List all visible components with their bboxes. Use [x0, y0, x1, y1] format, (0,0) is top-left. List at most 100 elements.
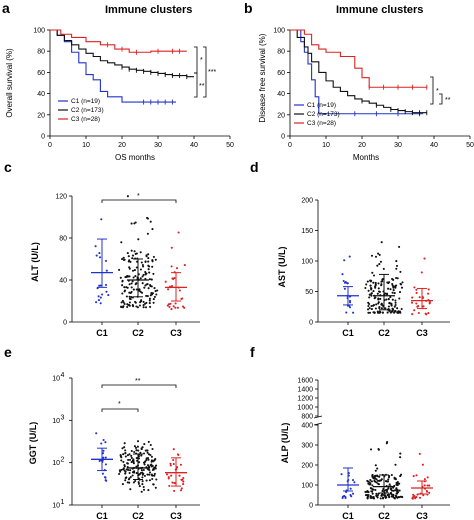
data-point-c2	[121, 483, 124, 486]
legend-b-c3: C3 (n=28)	[307, 120, 336, 127]
data-point-c2	[138, 473, 141, 476]
panel-e-sig-brackets	[101, 384, 177, 412]
data-point-c3	[422, 494, 425, 497]
data-point-c2	[147, 489, 150, 492]
data-point-c2	[381, 311, 384, 314]
group-label-c1: C1	[96, 511, 108, 520]
data-point-c2	[120, 459, 123, 462]
data-point-c2	[394, 299, 397, 302]
data-point-c2	[142, 300, 145, 303]
data-point-c2	[142, 304, 145, 307]
data-point-c2	[374, 255, 378, 258]
data-point-c2	[130, 454, 133, 457]
data-point-c1	[101, 293, 104, 296]
data-point-c2	[150, 278, 153, 281]
data-point-c2	[149, 443, 152, 447]
data-point-c2	[372, 311, 375, 314]
data-point-c3	[428, 491, 431, 494]
data-point-c2	[132, 458, 135, 461]
data-point-c2	[135, 472, 138, 475]
data-point-c2	[154, 258, 157, 261]
data-point-c3	[426, 490, 429, 493]
panel-letter-a: a	[2, 0, 10, 16]
group-label-c2: C2	[132, 328, 144, 338]
data-point-c2	[121, 447, 124, 450]
data-point-c2	[151, 265, 154, 268]
data-point-c3	[413, 286, 416, 289]
y-tick-label: 100	[301, 259, 313, 266]
data-point-c2	[376, 496, 379, 499]
panel-c-sig-bracket	[101, 199, 177, 203]
data-point-c1	[343, 281, 347, 284]
data-point-c2	[148, 271, 151, 274]
data-point-c3	[177, 231, 180, 234]
data-point-c3	[420, 271, 423, 274]
panel-d-points	[337, 241, 433, 316]
data-point-c2	[370, 480, 373, 483]
data-point-c2	[377, 447, 380, 451]
data-point-c2	[138, 461, 141, 464]
data-point-c1	[344, 496, 347, 500]
data-point-c2	[378, 290, 381, 293]
data-point-c1	[97, 295, 100, 298]
data-point-c3	[412, 475, 415, 478]
data-point-c2	[123, 469, 126, 472]
data-point-c2	[389, 296, 392, 299]
data-point-c2	[387, 287, 390, 290]
x-tick-label: 50	[466, 142, 474, 149]
data-point-c2	[391, 291, 394, 294]
data-point-c2	[381, 277, 384, 281]
data-point-c1	[343, 287, 346, 290]
data-point-c2	[389, 311, 392, 314]
data-point-c2	[140, 454, 143, 457]
legend-a-c1: C1 (n=19)	[71, 98, 100, 105]
data-point-c2	[149, 294, 152, 297]
data-point-c2	[124, 455, 127, 458]
data-point-c2	[137, 482, 140, 485]
data-point-c2	[395, 487, 398, 490]
data-point-c2	[374, 281, 377, 284]
data-point-c2	[132, 276, 135, 279]
data-point-c2	[401, 281, 404, 284]
data-point-c2	[369, 496, 372, 499]
data-point-c3	[174, 306, 177, 309]
y-tick-label: 0	[309, 320, 313, 327]
data-point-c2	[374, 307, 377, 310]
data-point-c2	[151, 464, 154, 468]
data-point-c2	[398, 297, 401, 300]
data-point-c2	[126, 454, 129, 457]
y-tick-exponent: 4	[61, 372, 65, 379]
data-point-c2	[133, 269, 136, 272]
x-tick-label: 40	[430, 142, 438, 149]
panel-d-axes: 0 50 100 150 200 C1 C2 C3	[301, 198, 450, 338]
data-point-c1	[348, 255, 351, 258]
group-label-c1: C1	[342, 511, 354, 520]
y-tick-label: 100	[301, 483, 313, 490]
data-point-c2	[141, 476, 144, 479]
data-point-c2	[130, 456, 133, 459]
data-point-c2	[128, 301, 131, 304]
data-point-c2	[152, 272, 155, 275]
panel-f-axes: 0 100 200 300 400 800 1000 1200 1400 1600 C1 C2 C3	[297, 378, 450, 520]
data-point-c2	[382, 267, 385, 270]
data-point-c2	[398, 245, 401, 248]
data-point-c2	[385, 292, 389, 295]
data-point-c2	[368, 311, 372, 314]
y-tick-exponent: 1	[61, 499, 65, 506]
data-point-c2	[124, 276, 127, 279]
data-point-c2	[128, 471, 131, 475]
data-point-c2	[391, 278, 394, 281]
data-point-c3	[167, 303, 171, 306]
data-point-c3	[181, 478, 184, 481]
data-point-c2	[155, 293, 158, 296]
data-point-c2	[153, 287, 156, 290]
data-point-c2	[367, 304, 370, 308]
data-point-c1	[104, 456, 107, 459]
data-point-c2	[389, 488, 392, 491]
panel-a-title: Immune clusters	[105, 4, 192, 16]
data-point-c2	[126, 195, 129, 198]
data-point-c2	[119, 276, 122, 279]
data-point-c2	[141, 275, 144, 278]
data-point-c2	[126, 305, 129, 309]
